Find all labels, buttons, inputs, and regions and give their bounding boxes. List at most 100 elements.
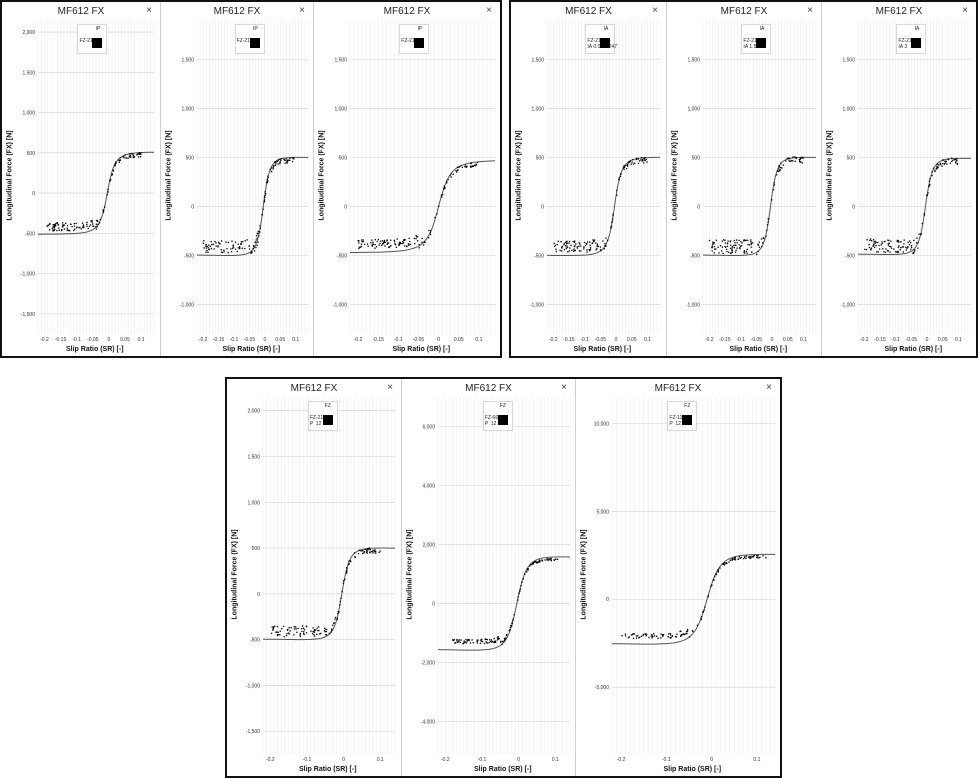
data-point [99, 218, 101, 221]
data-point [316, 627, 318, 629]
y-tick-label: 1,000 [181, 106, 194, 112]
data-point [955, 160, 957, 163]
data-point [360, 246, 362, 248]
chart-panel: MF612 FX × -1,000 -500 0 500 1,000 1,500 -0.2 -0.… [160, 2, 313, 356]
data-point [270, 170, 273, 173]
data-point [232, 247, 235, 249]
data-point [800, 156, 802, 159]
data-point [363, 552, 365, 554]
data-point [923, 212, 926, 215]
data-point [720, 250, 723, 252]
data-point [496, 639, 499, 641]
data-point [370, 242, 372, 244]
close-icon[interactable]: × [299, 5, 305, 16]
legend-title: FZ [499, 403, 506, 409]
data-point [205, 245, 207, 248]
y-tick-label: -4,000 [421, 720, 435, 726]
close-icon[interactable]: × [561, 382, 567, 393]
data-point [399, 242, 402, 244]
data-point [66, 227, 69, 229]
data-point [669, 637, 671, 639]
data-point [314, 629, 316, 631]
close-icon[interactable]: × [387, 382, 393, 393]
data-point [394, 243, 396, 245]
data-point [118, 159, 120, 161]
data-point [95, 219, 98, 222]
chart-plot: -1,000 -500 0 500 1,000 1,500 -0.2 -0.15 -0.1 -0.… [180, 20, 309, 343]
data-point [700, 618, 703, 621]
data-point [115, 162, 117, 164]
data-point [137, 153, 139, 155]
data-point [276, 160, 279, 163]
data-point [58, 229, 60, 231]
chart-title: MF612 FX [875, 6, 923, 17]
data-point [278, 158, 280, 161]
data-point [310, 630, 312, 632]
data-point [926, 195, 928, 197]
close-icon[interactable]: × [766, 382, 772, 393]
model-curve [263, 547, 395, 641]
chart-title: MF612 FX [57, 6, 105, 17]
data-point [276, 631, 278, 633]
data-point [527, 568, 529, 570]
close-icon[interactable]: × [962, 5, 968, 16]
data-point [328, 632, 330, 635]
data-point [750, 239, 752, 241]
data-point [708, 239, 711, 242]
data-point [303, 631, 305, 633]
y-tick-label: -500 [184, 254, 194, 260]
data-point [881, 241, 883, 243]
data-point [929, 183, 931, 186]
data-point [376, 240, 378, 243]
data-point [554, 244, 557, 246]
data-point [502, 641, 504, 643]
close-icon[interactable]: × [807, 5, 813, 16]
data-point [686, 630, 688, 632]
data-point [379, 550, 381, 552]
data-point [442, 194, 444, 196]
data-point [711, 243, 714, 245]
data-point [282, 625, 285, 628]
model-curve [197, 156, 308, 256]
data-point [954, 162, 957, 164]
data-point [374, 549, 376, 551]
data-point [132, 154, 134, 156]
data-point [488, 641, 491, 644]
chart-panel: MF612 FX × -4,000 -2,000 0 2,000 4,000 6,000 -0.… [401, 379, 575, 776]
data-point [956, 163, 958, 165]
close-icon[interactable]: × [652, 5, 658, 16]
data-point [739, 247, 741, 250]
data-point [365, 551, 368, 554]
close-icon[interactable]: × [146, 5, 152, 16]
data-point [553, 245, 556, 248]
data-point [878, 244, 880, 247]
data-point [363, 243, 366, 246]
legend-row-label: FZ [236, 38, 243, 44]
data-point [293, 158, 295, 160]
data-point [627, 637, 629, 639]
chart-plot: -1,000 -500 0 500 1,000 1,500 -0.2 -0.15 -0.1 -0.… [841, 20, 972, 343]
data-point [881, 242, 883, 245]
data-point [726, 245, 729, 248]
data-point [746, 252, 748, 254]
data-point [750, 242, 753, 244]
legend-title: IP [253, 26, 258, 32]
x-tick-label: 0 [107, 337, 110, 343]
data-point [903, 243, 905, 245]
data-point [293, 634, 295, 636]
data-point [264, 196, 266, 199]
data-point [734, 251, 737, 253]
x-tick-label: -0.15 [213, 337, 225, 343]
data-point [632, 163, 635, 165]
close-icon[interactable]: × [486, 5, 492, 16]
data-point [357, 240, 359, 242]
data-point [374, 243, 376, 246]
data-point [455, 641, 457, 644]
data-point [735, 244, 737, 247]
data-point [82, 224, 85, 226]
data-point [571, 249, 573, 252]
data-point [519, 588, 522, 590]
x-tick-label: -0.15 [563, 337, 575, 343]
